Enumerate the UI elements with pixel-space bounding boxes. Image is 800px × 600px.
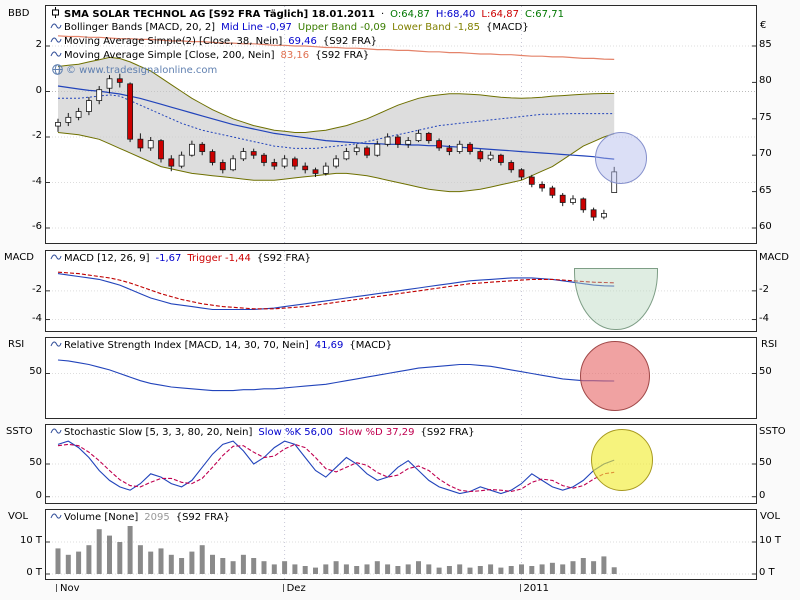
- panel-label-macd-left: MACD: [4, 252, 34, 263]
- panel-label-vol-left: VOL: [8, 511, 29, 522]
- panel-label-rsi-left: RSI: [8, 339, 25, 350]
- volume-plot[interactable]: [46, 510, 756, 579]
- panel-label-macd-right: MACD: [759, 252, 789, 263]
- ma38-suffix: {S92 FRA}: [322, 36, 378, 47]
- ma200-name: Moving Average Simple [Close, 200, Nein]: [64, 50, 275, 61]
- x-axis-label: Nov: [56, 583, 80, 594]
- ssto-k-value: Slow %K 56,00: [258, 427, 333, 438]
- legend-macd: MACD [12, 26, 9] -1,67 Trigger -1,44 {S92 F…: [49, 252, 317, 266]
- watermark-text: © www.tradesignalonline.com: [66, 65, 218, 76]
- ohlc-low: L:64,87: [481, 9, 519, 20]
- legend-separator: ·: [380, 9, 385, 20]
- axis-tick: -4: [759, 313, 769, 324]
- axis-tick: 0: [35, 85, 42, 96]
- ohlc-close: C:67,71: [524, 9, 564, 20]
- panel-label-ssto-left: SSTO: [6, 426, 33, 437]
- indicator-icon: [49, 22, 62, 36]
- volume-name: Volume [None]: [64, 512, 139, 523]
- panel-label-bbd-left: BBD: [8, 8, 30, 19]
- x-axis-label: Dez: [282, 583, 306, 594]
- x-axis-tick: [282, 584, 284, 592]
- indicator-icon: [49, 36, 62, 50]
- macd-value: -1,67: [155, 253, 182, 264]
- ma200-suffix: {S92 FRA}: [315, 50, 370, 61]
- legend-volume: Volume [None] 2095 {S92 FRA}: [49, 511, 236, 525]
- indicator-icon: [49, 340, 62, 354]
- rsi-name: Relative Strength Index [MACD, 14, 30, 7…: [64, 340, 309, 351]
- candlestick-icon: [49, 7, 62, 23]
- bollinger-suffix: {MACD}: [485, 22, 529, 33]
- axis-tick: 10 T: [759, 535, 782, 546]
- axis-tick: 10 T: [19, 535, 42, 546]
- price-highlight-circle: [595, 132, 647, 184]
- globe-icon: [52, 64, 63, 75]
- axis-tick: -6: [32, 221, 42, 232]
- axis-tick: 85: [759, 39, 772, 50]
- price-panel: SMA SOLAR TECHNOL AG [S92 FRA Täglich] 1…: [45, 5, 757, 244]
- macd-name: MACD [12, 26, 9]: [64, 253, 150, 264]
- rsi-highlight-circle: [580, 341, 650, 411]
- rsi-panel: Relative Strength Index [MACD, 14, 30, 7…: [45, 337, 757, 419]
- legend-price: SMA SOLAR TECHNOL AG [S92 FRA Täglich] 1…: [49, 7, 570, 63]
- axis-tick: 50: [759, 366, 772, 377]
- axis-tick: -4: [32, 313, 42, 324]
- indicator-icon: [49, 427, 62, 441]
- axis-tick: 2: [35, 39, 42, 50]
- ma38-name: Moving Average Simple(2) [Close, 38, Nei…: [64, 36, 283, 47]
- ssto-highlight-circle: [591, 429, 653, 491]
- rsi-suffix: {MACD}: [349, 340, 393, 351]
- ma200-value: 83,16: [280, 50, 310, 61]
- macd-trigger-value: Trigger -1,44: [187, 253, 251, 264]
- axis-tick: 75: [759, 112, 772, 123]
- x-axis-label: 2011: [519, 583, 549, 594]
- axis-tick: -4: [32, 176, 42, 187]
- legend-rsi: Relative Strength Index [MACD, 14, 30, 7…: [49, 339, 398, 353]
- axis-tick: -2: [32, 284, 42, 295]
- axis-tick: 80: [759, 75, 772, 86]
- axis-tick: 70: [759, 148, 772, 159]
- indicator-icon: [49, 253, 62, 267]
- ssto-suffix: {S92 FRA}: [420, 427, 475, 438]
- axis-tick: 0 T: [759, 567, 775, 578]
- price-plot[interactable]: [46, 6, 756, 243]
- price-axis-unit: €: [760, 20, 767, 31]
- axis-tick: -2: [32, 130, 42, 141]
- axis-tick: 0 T: [26, 567, 42, 578]
- axis-tick: 50: [29, 366, 42, 377]
- macd-panel: MACD [12, 26, 9] -1,67 Trigger -1,44 {S92 F…: [45, 250, 757, 332]
- ohlc-high: H:68,40: [435, 9, 476, 20]
- panel-label-rsi-right: RSI: [761, 339, 778, 350]
- axis-tick: 60: [759, 221, 772, 232]
- x-axis-tick: [519, 584, 521, 592]
- bollinger-name: Bollinger Bands [MACD, 20, 2]: [64, 22, 216, 33]
- macd-suffix: {S92 FRA}: [256, 253, 312, 264]
- axis-tick: 0: [35, 490, 42, 501]
- instrument-title: SMA SOLAR TECHNOL AG [S92 FRA Täglich] 1…: [64, 9, 375, 20]
- axis-tick: 0: [759, 490, 766, 501]
- x-axis-tick: [56, 584, 57, 592]
- volume-suffix: {S92 FRA}: [175, 512, 230, 523]
- bollinger-mid-value: Mid Line -0,97: [221, 22, 292, 33]
- axis-tick: 65: [759, 185, 772, 196]
- ohlc-open: O:64,87: [390, 9, 430, 20]
- rsi-value: 41,69: [314, 340, 344, 351]
- legend-ssto: Stochastic Slow [5, 3, 3, 80, 20, Nein] S…: [49, 426, 481, 440]
- panel-label-ssto-right: SSTO: [759, 426, 786, 437]
- ssto-panel: Stochastic Slow [5, 3, 3, 80, 20, Nein] S…: [45, 424, 757, 504]
- ssto-d-value: Slow %D 37,29: [338, 427, 415, 438]
- watermark: © www.tradesignalonline.com: [52, 64, 217, 76]
- axis-tick: 50: [29, 457, 42, 468]
- indicator-icon: [49, 50, 62, 64]
- ma38-value: 69,46: [288, 36, 317, 47]
- axis-tick: -2: [759, 284, 769, 295]
- volume-value: 2095: [144, 512, 170, 523]
- panel-label-vol-right: VOL: [760, 511, 781, 522]
- indicator-icon: [49, 512, 62, 526]
- bollinger-upper-value: Upper Band -0,09: [297, 22, 387, 33]
- axis-tick: 50: [759, 457, 772, 468]
- volume-panel: Volume [None] 2095 {S92 FRA}: [45, 509, 757, 580]
- bollinger-lower-value: Lower Band -1,85: [392, 22, 480, 33]
- ssto-name: Stochastic Slow [5, 3, 3, 80, 20, Nein]: [64, 427, 253, 438]
